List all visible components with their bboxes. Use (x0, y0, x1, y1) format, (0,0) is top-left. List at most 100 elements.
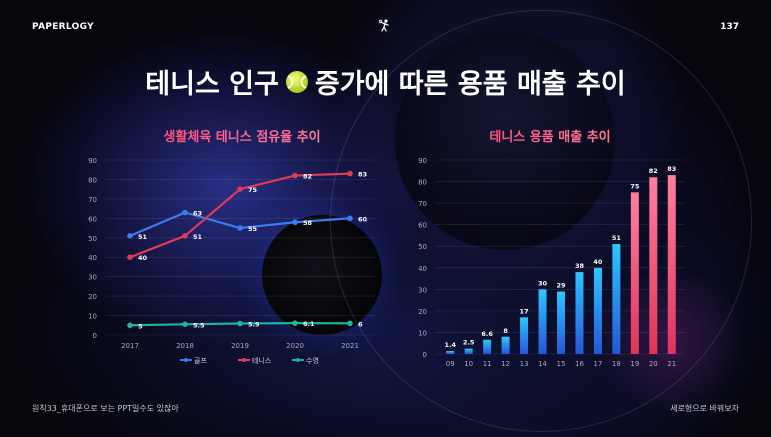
bar (557, 291, 565, 354)
y-tick-label: 0 (423, 351, 427, 359)
data-point (347, 170, 353, 177)
y-tick-label: 30 (88, 274, 97, 282)
data-label: 40 (138, 254, 148, 262)
legend-label: 수영 (306, 356, 319, 365)
data-point (182, 321, 188, 328)
y-tick-label: 40 (88, 254, 97, 262)
bar (630, 192, 639, 354)
bar (520, 317, 529, 354)
data-point (237, 186, 243, 192)
tennis-ball-icon (285, 70, 308, 93)
title-text-start: 테니스 인구 (145, 69, 279, 100)
y-tick-label: 40 (418, 265, 427, 273)
y-tick-label: 60 (88, 215, 97, 223)
bar-value-label: 82 (649, 167, 658, 175)
bar (667, 175, 676, 354)
data-label: 55 (248, 225, 258, 233)
title-text-end: 증가에 따른 용품 매출 추이 (314, 69, 626, 100)
data-point (127, 322, 133, 329)
x-tick-label: 11 (483, 360, 492, 368)
line-chart-title: 생활체육 테니스 점유율 추이 (163, 129, 320, 145)
data-point (292, 172, 298, 179)
x-tick-label: 19 (630, 360, 639, 368)
x-tick-label: 2021 (341, 342, 359, 350)
x-tick-label: 09 (446, 360, 455, 368)
legend-marker (242, 358, 246, 362)
bar (501, 336, 510, 354)
bar-value-label: 38 (575, 262, 585, 270)
bar-value-label: 6.6 (481, 330, 493, 338)
line-chart: 생활체육 테니스 점유율 추이 0 10 20 30 40 50 60 70 80 90 2017… (88, 129, 375, 365)
x-tick-label: 2018 (176, 342, 194, 350)
series-line (129, 172, 351, 259)
x-tick-label: 17 (593, 360, 602, 368)
footer-note-right: 세로형으로 바꿔보자 (670, 404, 739, 413)
page-title: 테니스 인구 증가에 따른 용품 매출 추이 (0, 62, 771, 101)
data-point (347, 320, 353, 327)
x-tick-label: 18 (612, 360, 621, 368)
series-line (129, 211, 351, 237)
legend-marker (184, 358, 188, 362)
bar-value-label: 17 (520, 307, 529, 315)
bar (649, 177, 658, 354)
bar-value-label: 1.4 (444, 341, 456, 349)
x-tick-label: 2017 (121, 342, 139, 350)
data-label: 60 (358, 215, 368, 223)
bar-value-label: 40 (593, 258, 603, 266)
y-tick-label: 10 (88, 313, 97, 321)
x-tick-label: 15 (557, 360, 566, 368)
data-point (182, 233, 188, 239)
y-tick-label: 70 (418, 200, 427, 208)
tennis-player-icon (378, 19, 389, 32)
bar (464, 348, 473, 354)
brand-label: PAPERLOGY (32, 22, 94, 32)
background-arc (330, 10, 752, 432)
data-point (292, 320, 298, 326)
data-point (127, 233, 133, 239)
data-point (182, 209, 188, 216)
y-tick-label: 20 (88, 293, 97, 301)
footer-note-left: 원칙33_휴대폰으로 보는 PPT일수도 있잖아 (32, 404, 179, 413)
legend-label: 테니스 (252, 356, 272, 365)
data-label: 82 (303, 173, 312, 181)
y-tick-label: 0 (93, 332, 97, 340)
data-label: 83 (358, 171, 367, 179)
x-tick-label: 13 (520, 360, 529, 368)
y-tick-label: 70 (88, 196, 97, 204)
data-point (127, 254, 133, 261)
x-tick-label: 10 (464, 360, 473, 368)
bar (538, 289, 547, 354)
data-label: 51 (138, 233, 148, 241)
data-point (292, 219, 298, 226)
data-label: 51 (193, 233, 203, 241)
bar-value-label: 8 (503, 327, 508, 335)
y-tick-label: 50 (418, 243, 427, 251)
bar-value-label: 29 (556, 281, 566, 289)
bar (483, 339, 492, 354)
data-label: 63 (193, 210, 202, 218)
bar-value-label: 83 (667, 165, 676, 173)
bar (575, 272, 584, 354)
bar-chart-title: 테니스 용품 매출 추이 (489, 129, 610, 145)
bar-chart: 테니스 용품 매출 추이 0 10 20 30 40 50 60 70 80 90 1.4 2.5 6… (418, 129, 685, 368)
y-tick-label: 80 (88, 176, 97, 184)
bar (612, 244, 621, 354)
x-tick-label: 14 (538, 360, 547, 368)
data-point (237, 225, 243, 231)
bar (593, 267, 602, 354)
data-point (237, 320, 243, 327)
data-label: 5 (138, 322, 143, 330)
x-tick-label: 21 (667, 360, 676, 368)
data-label: 5.9 (248, 321, 260, 329)
data-label: 58 (303, 219, 313, 227)
data-label: 75 (248, 186, 258, 194)
bar-value-label: 2.5 (463, 339, 475, 347)
data-label: 5.5 (193, 321, 205, 329)
y-tick-label: 90 (418, 157, 427, 165)
legend-marker (296, 358, 300, 362)
y-tick-label: 20 (418, 308, 427, 316)
data-point (347, 215, 353, 222)
x-tick-label: 2020 (286, 342, 304, 350)
y-tick-label: 90 (88, 157, 97, 165)
